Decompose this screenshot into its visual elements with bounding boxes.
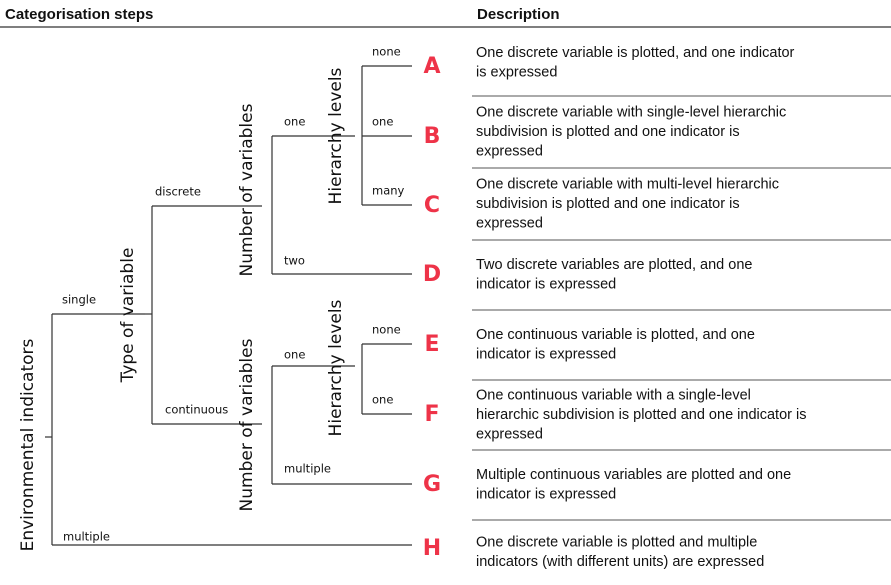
description-line: One continuous variable with a single-le… [476, 387, 751, 403]
leaf-letter: B [424, 124, 441, 149]
description-line: expressed [476, 143, 543, 159]
branch-label: one [284, 348, 305, 362]
variables-label: Number of variables [237, 338, 257, 511]
leaf-letter: E [424, 332, 439, 357]
branch-label: multiple [284, 462, 331, 476]
tree-lines [45, 65, 412, 546]
description-line: One continuous variable is plotted, and … [476, 327, 755, 343]
branch-label: one [372, 393, 393, 407]
hierarchy-label: Hierarchy levels [326, 299, 346, 436]
branch-label: none [372, 323, 401, 337]
branch-label: one [372, 115, 393, 129]
description-line: hierarchic subdivision is plotted and on… [476, 407, 806, 423]
description-line: Multiple continuous variables are plotte… [476, 467, 791, 483]
branch-label: continuous [165, 403, 228, 417]
description-line: One discrete variable is plotted and mul… [476, 535, 757, 551]
description-line: subdivision is plotted and one indicator… [476, 196, 740, 212]
leaf-letter: F [424, 402, 439, 427]
leaf-letter: C [424, 193, 440, 218]
branch-label: two [284, 254, 305, 268]
header-steps: Categorisation steps [5, 6, 153, 23]
branch-label: single [62, 293, 96, 307]
variables-label: Number of variables [237, 103, 257, 276]
type-label: Type of variable [118, 248, 138, 384]
description-line: subdivision is plotted and one indicator… [476, 124, 740, 140]
branch-label: many [372, 184, 405, 198]
description-line: One discrete variable with multi-level h… [476, 176, 779, 192]
description-line: One discrete variable is plotted, and on… [476, 45, 795, 61]
leaf-letter: D [423, 262, 441, 287]
description-line: is expressed [476, 65, 557, 81]
branch-label: discrete [155, 185, 201, 199]
hierarchy-label: Hierarchy levels [326, 67, 346, 204]
description-line: indicator is expressed [476, 277, 616, 293]
description-line: indicator is expressed [476, 487, 616, 503]
description-line: indicator is expressed [476, 347, 616, 363]
description-line: Two discrete variables are plotted, and … [476, 257, 752, 273]
leaf-letter: A [423, 54, 440, 79]
root-label: Environmental indicators [18, 338, 38, 551]
description-line: indicators (with different units) are ex… [476, 554, 764, 570]
header-description: Description [477, 6, 560, 23]
leaf-letter: G [423, 472, 441, 497]
branch-label: multiple [63, 530, 110, 544]
description-line: expressed [476, 215, 543, 231]
leaf-letter: H [423, 536, 441, 561]
description-line: One discrete variable with single-level … [476, 104, 786, 120]
branch-label: one [284, 115, 305, 129]
description-line: expressed [476, 426, 543, 442]
branch-label: none [372, 45, 401, 59]
